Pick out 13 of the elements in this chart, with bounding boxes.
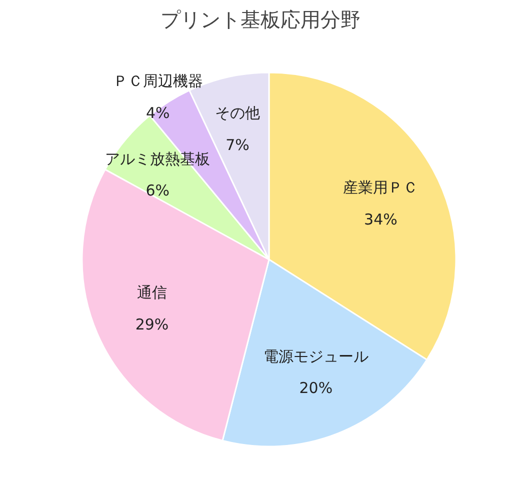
chart-title: プリント基板応用分野 (160, 8, 360, 32)
data-label: 29% (135, 315, 169, 334)
data-label: 20% (299, 379, 333, 398)
data-label: 7% (226, 136, 250, 154)
slice-label: その他 (214, 104, 260, 122)
slice-label: 電源モジュール (263, 347, 368, 366)
data-label: 6% (146, 182, 170, 200)
slice-label: アルミ放熱基板 (105, 150, 210, 168)
slice-label: 産業用ＰＣ (343, 178, 418, 197)
slice-label: ＰＣ周辺機器 (112, 72, 203, 90)
slice-label: 通信 (136, 284, 167, 302)
data-label: 34% (364, 210, 398, 228)
data-label: 4% (146, 104, 170, 122)
